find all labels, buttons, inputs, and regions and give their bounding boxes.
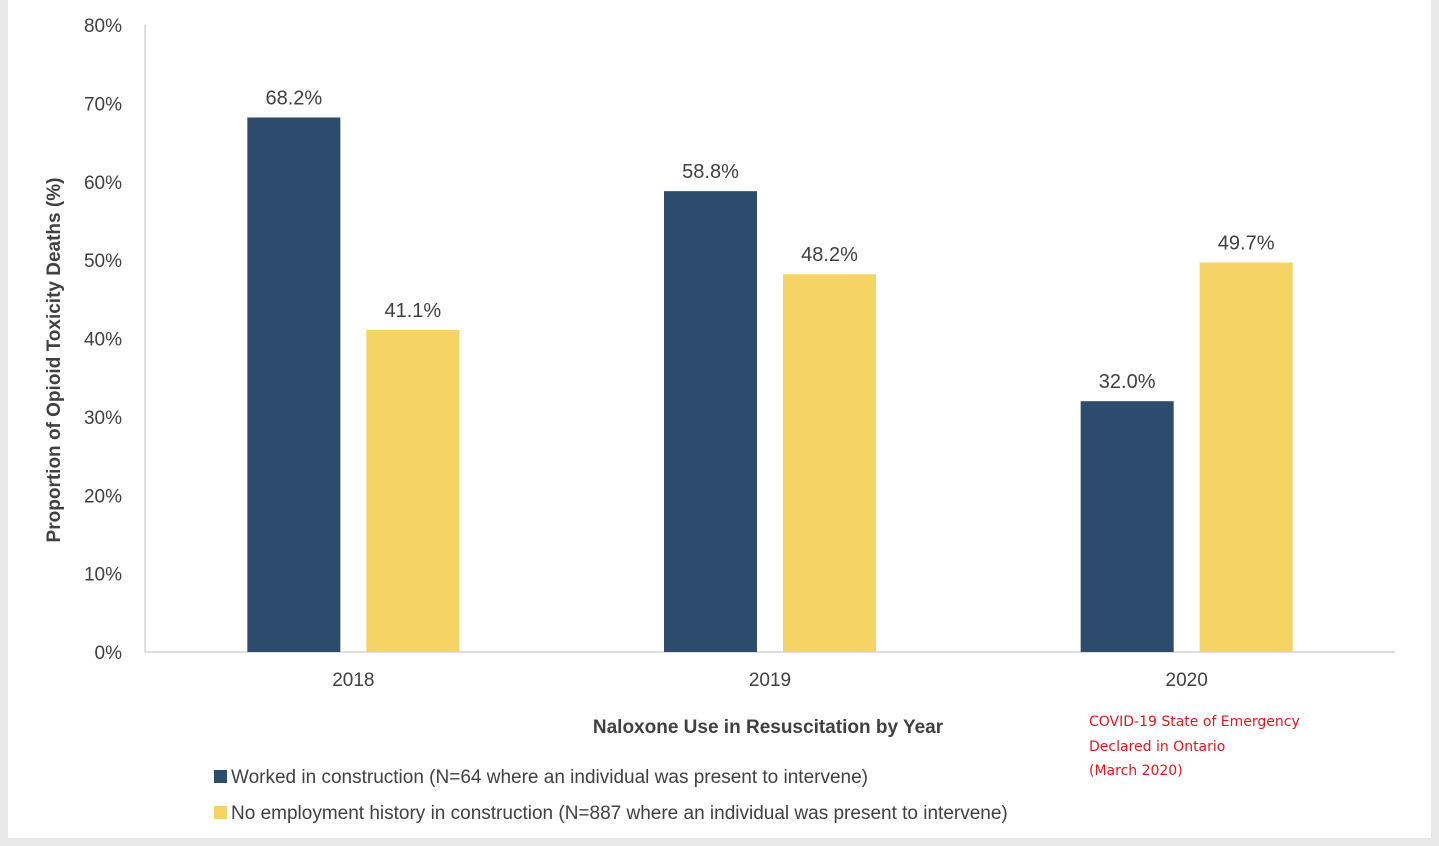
- y-tick-label: 0%: [95, 643, 123, 664]
- y-tick-label: 50%: [84, 251, 122, 272]
- x-axis-title: Naloxone Use in Resuscitation by Year: [593, 717, 944, 738]
- legend: Worked in construction (N=64 where an in…: [214, 767, 1008, 824]
- bar-2019-series-0: [664, 191, 757, 652]
- y-axis-ticks: 0% 10% 20% 30% 40% 50% 60% 70% 80%: [84, 16, 122, 664]
- legend-label-no-construction: No employment history in construction (N…: [231, 803, 1008, 824]
- annotation-line-1: COVID-19 State of Emergency: [1089, 714, 1300, 730]
- data-label: 41.1%: [384, 300, 441, 322]
- x-tick-label: 2019: [749, 670, 791, 691]
- y-tick-label: 20%: [84, 486, 122, 507]
- data-label: 49.7%: [1218, 232, 1275, 254]
- legend-swatch-no-construction: [214, 806, 227, 819]
- y-tick-label: 30%: [84, 408, 122, 429]
- legend-swatch-construction: [214, 770, 227, 783]
- y-tick-label: 40%: [84, 330, 122, 351]
- y-tick-label: 10%: [84, 565, 122, 586]
- y-tick-label: 70%: [84, 94, 122, 115]
- chart-frame: 0% 10% 20% 30% 40% 50% 60% 70% 80% 68.2% 41.1% 58.…: [8, 0, 1431, 838]
- bar-2018-series-0: [247, 117, 341, 653]
- y-tick-label: 60%: [84, 173, 122, 194]
- bar-2020-series-1: [1199, 262, 1293, 652]
- bar-chart: 0% 10% 20% 30% 40% 50% 60% 70% 80% 68.2% 41.1% 58.…: [44, 16, 1395, 824]
- covid-annotation: COVID-19 State of Emergency Declared in …: [1089, 714, 1300, 779]
- y-axis-title: Proportion of Opioid Toxicity Deaths (%): [44, 178, 65, 543]
- y-tick-label: 80%: [84, 16, 122, 37]
- x-axis-ticks: 2018 2019 2020: [332, 670, 1208, 691]
- bar-2019-series-1: [783, 274, 876, 652]
- legend-label-construction: Worked in construction (N=64 where an in…: [231, 767, 868, 788]
- x-tick-label: 2020: [1166, 670, 1208, 691]
- annotation-line-2: Declared in Ontario: [1089, 739, 1225, 755]
- data-label: 32.0%: [1099, 371, 1156, 393]
- x-tick-label: 2018: [332, 670, 374, 691]
- bars: [247, 117, 1293, 653]
- data-label: 48.2%: [801, 244, 858, 266]
- data-labels: 68.2% 41.1% 58.8% 48.2% 32.0% 49.7%: [265, 87, 1274, 393]
- annotation-line-3: (March 2020): [1089, 763, 1183, 779]
- bar-2018-series-1: [366, 329, 460, 652]
- data-label: 58.8%: [682, 161, 739, 183]
- data-label: 68.2%: [265, 87, 322, 109]
- bar-2020-series-0: [1080, 401, 1174, 652]
